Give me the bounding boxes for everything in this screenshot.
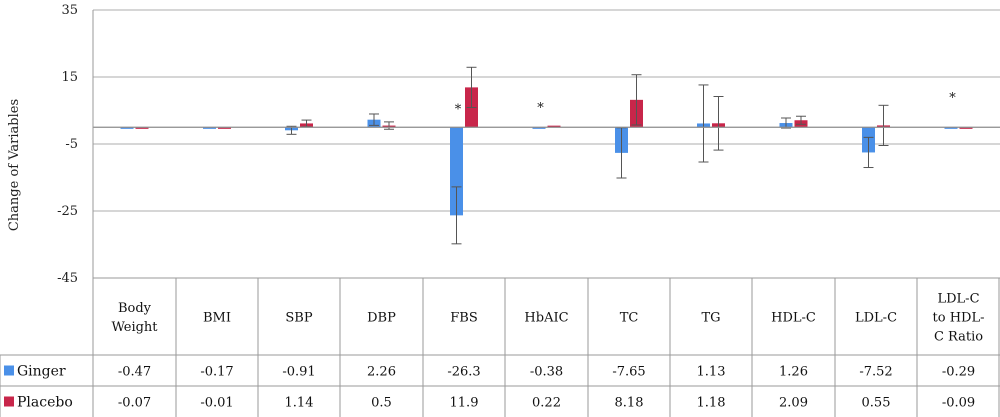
y-tick-label: -25 — [57, 204, 78, 219]
data-label: -26.3 — [447, 365, 480, 380]
category-label: to HDL- — [933, 311, 985, 326]
data-label: 1.14 — [285, 396, 314, 411]
bar-ginger — [120, 127, 134, 129]
data-label: -7.52 — [859, 365, 892, 380]
category-label: FBS — [450, 311, 477, 326]
data-label: 0.22 — [532, 396, 561, 411]
data-label: 8.18 — [615, 396, 644, 411]
category-label: SBP — [285, 311, 312, 326]
data-label: 0.5 — [371, 396, 392, 411]
bar-placebo — [218, 127, 231, 129]
data-label: 1.18 — [697, 396, 726, 411]
data-table: Body Weight BMI SBP DBP FBS HbAIC TC TG HDL-C LDL-… — [0, 277, 1000, 417]
data-label: -0.47 — [118, 365, 151, 380]
category-label: TG — [701, 311, 720, 326]
data-label: 1.26 — [779, 365, 808, 380]
data-label: -0.91 — [282, 365, 315, 380]
category-label: C Ratio — [934, 330, 983, 345]
data-label: -0.09 — [942, 396, 975, 411]
y-axis-label: Change of Variables — [7, 99, 22, 231]
significance-marker: * — [949, 91, 956, 106]
bar-ginger — [532, 127, 546, 129]
data-label: -0.38 — [530, 365, 563, 380]
bar-ginger — [203, 127, 216, 129]
bar-placebo — [135, 127, 149, 129]
significance-marker: * — [455, 102, 462, 117]
grid-layer — [93, 9, 1000, 212]
legend-label-placebo: Placebo — [17, 395, 73, 411]
bar-layer — [120, 87, 973, 216]
bar-ginger — [944, 127, 958, 129]
data-label: -0.01 — [200, 396, 233, 411]
data-label: -7.65 — [612, 365, 645, 380]
data-label: 1.13 — [697, 365, 726, 380]
data-label: 0.55 — [862, 396, 891, 411]
category-label: BMI — [203, 311, 231, 326]
data-label: -0.17 — [200, 365, 233, 380]
legend-swatch-placebo — [4, 396, 14, 407]
category-label: Weight — [111, 320, 158, 335]
data-label: -0.07 — [118, 396, 151, 411]
y-tick-label: -45 — [57, 271, 78, 286]
significance-marker: * — [537, 101, 544, 116]
category-label: DBP — [367, 311, 396, 326]
category-label: LDL-C — [937, 292, 979, 307]
error-bar-layer — [286, 66, 889, 245]
bar-placebo — [959, 127, 973, 129]
data-label: 11.9 — [450, 396, 479, 411]
category-label: HbAIC — [524, 311, 568, 326]
bar-placebo — [547, 125, 561, 128]
legend-swatch-ginger — [4, 365, 14, 376]
y-tick-label: 15 — [61, 70, 78, 85]
data-label: -0.29 — [942, 365, 975, 380]
bar-ginger — [450, 127, 463, 216]
data-label: 2.09 — [779, 396, 808, 411]
category-label: Body — [118, 301, 152, 316]
y-tick-label: 35 — [61, 3, 78, 18]
category-label: TC — [620, 311, 639, 326]
category-label: HDL-C — [771, 311, 816, 326]
axis-layer: 35 15 -5 -25 -45 * * * — [57, 3, 1000, 417]
data-label: 2.26 — [367, 365, 396, 380]
y-tick-label: -5 — [65, 137, 78, 152]
category-label: LDL-C — [855, 311, 897, 326]
legend-label-ginger: Ginger — [17, 364, 66, 380]
